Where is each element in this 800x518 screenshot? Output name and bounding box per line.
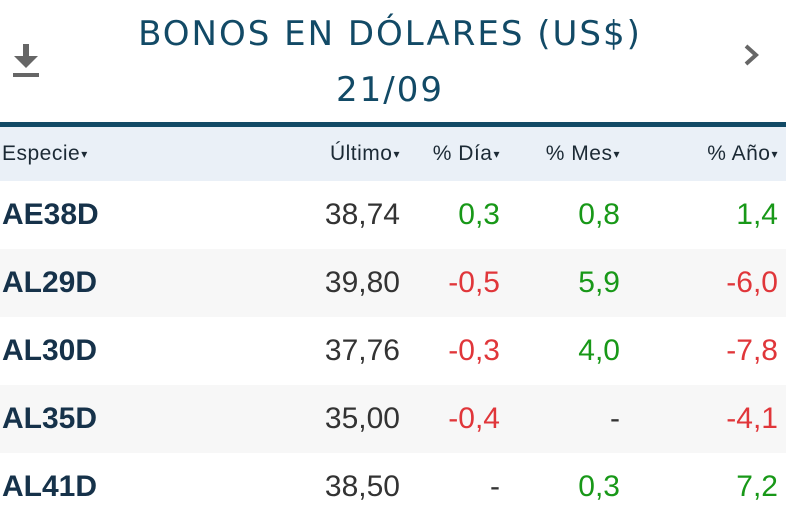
last-price-cell: 38,50 — [324, 470, 400, 503]
column-label: % Día — [432, 142, 493, 165]
symbol-cell[interactable]: AL35D — [2, 402, 98, 435]
symbol-cell[interactable]: AL29D — [2, 266, 98, 299]
last-price-cell: 38,74 — [324, 198, 400, 231]
last-price-cell: 37,76 — [324, 334, 400, 367]
next-button[interactable] — [738, 38, 766, 72]
last-price-cell: 39,80 — [324, 266, 400, 299]
column-label: % Mes — [545, 142, 613, 165]
column-label: Especie — [2, 142, 81, 165]
month-change-cell: - — [610, 402, 620, 435]
sort-caret-icon: ▾ — [493, 147, 500, 161]
table-row[interactable]: AE38D 38,74 0,3 0,8 1,4 — [0, 181, 786, 249]
sort-caret-icon: ▾ — [613, 147, 620, 161]
download-icon — [13, 44, 39, 77]
table-row[interactable]: AL41D 38,50 - 0,3 7,2 — [0, 453, 786, 518]
column-header-ultimo[interactable]: Último▾ — [250, 142, 400, 166]
symbol-cell[interactable]: AL30D — [2, 334, 98, 367]
month-change-cell: 0,3 — [578, 470, 620, 503]
day-change-cell: 0,3 — [458, 198, 500, 231]
table-row[interactable]: AL30D 37,76 -0,3 4,0 -7,8 — [0, 317, 786, 385]
column-header-mes[interactable]: % Mes▾ — [500, 142, 620, 166]
month-change-cell: 5,9 — [578, 266, 620, 299]
symbol-cell[interactable]: AE38D — [2, 198, 99, 231]
day-change-cell: - — [490, 470, 500, 503]
day-change-cell: -0,5 — [448, 266, 500, 299]
bonds-table: Especie▾ Último▾ % Día▾ % Mes▾ % Año▾ AE… — [0, 127, 786, 518]
column-label: Último — [329, 142, 393, 165]
table-header: Especie▾ Último▾ % Día▾ % Mes▾ % Año▾ — [0, 127, 786, 181]
sort-caret-icon: ▾ — [393, 147, 400, 161]
month-change-cell: 4,0 — [578, 334, 620, 367]
chevron-right-icon — [744, 44, 759, 66]
download-button[interactable] — [8, 40, 48, 82]
column-header-especie[interactable]: Especie▾ — [0, 142, 250, 166]
month-change-cell: 0,8 — [578, 198, 620, 231]
symbol-cell[interactable]: AL41D — [2, 470, 98, 503]
year-change-cell: 7,2 — [736, 470, 778, 503]
last-price-cell: 35,00 — [324, 402, 400, 435]
table-body: AE38D 38,74 0,3 0,8 1,4 AL29D 39,80 -0,5… — [0, 181, 786, 518]
day-change-cell: -0,4 — [448, 402, 500, 435]
widget-date: 21/09 — [336, 70, 444, 110]
column-header-ano[interactable]: % Año▾ — [620, 142, 778, 166]
year-change-cell: -7,8 — [726, 334, 778, 367]
sort-caret-icon: ▾ — [81, 147, 88, 161]
year-change-cell: 1,4 — [736, 198, 778, 231]
year-change-cell: -4,1 — [726, 402, 778, 435]
day-change-cell: -0,3 — [448, 334, 500, 367]
table-row[interactable]: AL35D 35,00 -0,4 - -4,1 — [0, 385, 786, 453]
column-label: % Año — [707, 142, 771, 165]
sort-caret-icon: ▾ — [771, 147, 778, 161]
year-change-cell: -6,0 — [726, 266, 778, 299]
column-header-dia[interactable]: % Día▾ — [400, 142, 500, 166]
table-row[interactable]: AL29D 39,80 -0,5 5,9 -6,0 — [0, 249, 786, 317]
widget-title: BONOS EN DÓLARES (US$) — [138, 14, 642, 54]
widget-header: BONOS EN DÓLARES (US$) 21/09 — [0, 0, 786, 127]
